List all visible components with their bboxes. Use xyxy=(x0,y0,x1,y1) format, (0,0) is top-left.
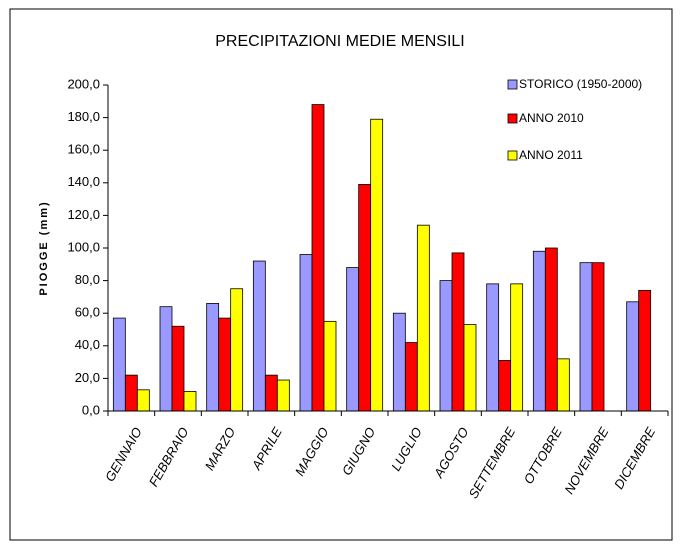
y-tick-label: 120,0 xyxy=(67,207,100,222)
y-tick-label: 100,0 xyxy=(67,239,100,254)
bar xyxy=(510,283,524,412)
bar xyxy=(579,262,593,412)
bar xyxy=(638,289,652,412)
legend-label: STORICO (1950-2000) xyxy=(519,77,642,91)
bar xyxy=(416,224,430,412)
bar xyxy=(439,280,453,412)
bar xyxy=(370,118,384,412)
y-tick-label: 200,0 xyxy=(67,76,100,91)
bar xyxy=(591,262,605,412)
y-tick-label: 40,0 xyxy=(75,337,100,352)
bar xyxy=(206,303,220,412)
chart-frame xyxy=(9,8,673,541)
y-tick-label: 20,0 xyxy=(75,370,100,385)
bar xyxy=(498,360,512,412)
bar xyxy=(299,254,313,412)
y-tick-label: 160,0 xyxy=(67,142,100,157)
bar xyxy=(544,247,558,412)
y-tick-label: 60,0 xyxy=(75,305,100,320)
bar xyxy=(311,104,325,412)
bar xyxy=(404,342,418,412)
bar xyxy=(252,260,266,412)
bar xyxy=(532,250,546,412)
bar xyxy=(230,288,244,412)
bar xyxy=(451,252,465,412)
bar xyxy=(136,389,150,412)
bar xyxy=(346,267,360,412)
y-tick-label: 140,0 xyxy=(67,174,100,189)
bar xyxy=(159,306,173,412)
legend-swatch xyxy=(507,113,518,124)
bar xyxy=(358,184,372,412)
bar xyxy=(392,312,406,412)
bar xyxy=(264,374,278,412)
bar xyxy=(276,379,290,412)
bar xyxy=(112,317,126,412)
bar xyxy=(218,317,232,412)
legend-swatch xyxy=(507,150,518,161)
chart-title: PRECIPITAZIONI MEDIE MENSILI xyxy=(215,33,465,50)
y-tick-label: 80,0 xyxy=(75,272,100,287)
bar xyxy=(171,325,185,412)
legend-label: ANNO 2010 xyxy=(519,111,584,125)
bar xyxy=(626,301,640,412)
legend-label: ANNO 2011 xyxy=(519,148,583,162)
y-tick-label: 180,0 xyxy=(67,109,100,124)
bar xyxy=(183,391,197,412)
bar xyxy=(323,320,337,412)
legend-swatch xyxy=(507,79,518,90)
bar xyxy=(124,374,138,412)
bar xyxy=(486,283,500,412)
y-tick-label: 0,0 xyxy=(82,402,100,417)
bar xyxy=(556,358,570,412)
bar xyxy=(463,324,477,412)
y-axis-label: PIOGGE (mm) xyxy=(38,200,50,295)
